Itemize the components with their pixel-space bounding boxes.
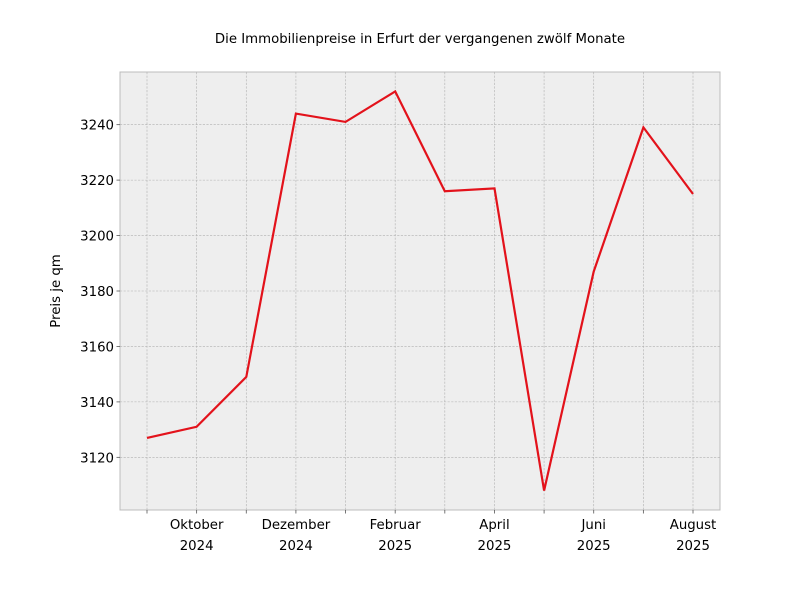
x-tick-label-month: Februar <box>370 518 422 533</box>
x-tick-label: Juni 2025 <box>577 518 611 554</box>
x-tick-label-month: Juni <box>580 518 605 533</box>
y-tick-label: 3200 <box>80 230 114 245</box>
x-tick-label: April 2025 <box>478 518 512 554</box>
x-tick-label-month: Dezember <box>262 518 331 533</box>
grid-lines <box>120 72 720 510</box>
y-axis-label: Preis je qm <box>49 254 64 327</box>
x-tick-label-year: 2025 <box>478 539 512 554</box>
x-tick-label-month: April <box>479 518 509 533</box>
x-tick-label-year: 2025 <box>577 539 611 554</box>
x-tick-label-year: 2024 <box>279 539 313 554</box>
chart-title: Die Immobilienpreise in Erfurt der verga… <box>215 32 625 47</box>
x-tick-label-year: 2024 <box>180 539 214 554</box>
x-tick-labels: Oktober 2024 Dezember 2024 Februar 2025 April 2… <box>170 518 716 554</box>
y-tick-label: 3240 <box>80 119 114 134</box>
x-tick-label-year: 2025 <box>378 539 412 554</box>
y-tick-label: 3140 <box>80 396 114 411</box>
x-tick-label-month: Oktober <box>170 518 224 533</box>
y-tick-label: 3120 <box>80 451 114 466</box>
x-tick-label: August 2025 <box>670 518 717 554</box>
x-tick-label: Dezember 2024 <box>262 518 331 554</box>
x-tick-label: Oktober 2024 <box>170 518 224 554</box>
y-tick-label: 3160 <box>80 340 114 355</box>
axis-ticks <box>116 124 694 514</box>
x-tick-label-month: August <box>670 518 717 533</box>
price-series-line <box>146 89 694 491</box>
y-tick-label: 3220 <box>80 174 114 189</box>
x-tick-label-year: 2025 <box>676 539 710 554</box>
y-tick-labels: 3120 3140 3160 3180 3200 3220 3240 <box>80 119 114 467</box>
x-tick-label: Februar 2025 <box>370 518 422 554</box>
y-tick-label: 3180 <box>80 285 114 300</box>
series-layer <box>146 89 694 491</box>
